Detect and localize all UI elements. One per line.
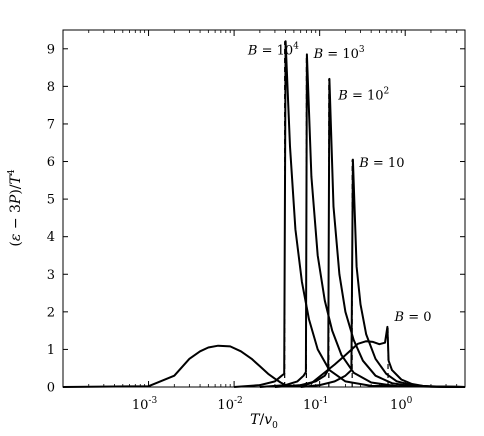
y-tick-label: 6 xyxy=(47,155,55,170)
annotation-b-10-4: B = 104 xyxy=(247,41,299,58)
x-tick-label: 100 xyxy=(390,396,413,413)
y-tick-label: 0 xyxy=(47,381,55,396)
y-tick-label: 5 xyxy=(47,193,55,208)
plot-area xyxy=(62,29,466,388)
series-line-b-10-3 xyxy=(259,53,466,388)
y-tick-label: 4 xyxy=(47,230,55,245)
series-line-b-10 xyxy=(300,158,466,388)
y-tick-label: 3 xyxy=(47,268,55,283)
y-tick-label: 1 xyxy=(47,343,55,358)
annotation-b-10: B = 10 xyxy=(358,156,404,171)
y-tick-label: 2 xyxy=(47,305,55,320)
y-tick-label: 9 xyxy=(47,42,55,57)
annotation-b-0: B = 0 xyxy=(394,310,432,325)
x-tick-label: 10-2 xyxy=(217,396,242,413)
y-tick-label: 8 xyxy=(47,80,55,95)
annotation-b-10-3: B = 103 xyxy=(313,45,365,62)
x-tick-label: 10-1 xyxy=(303,396,328,413)
annotation-b-10-2: B = 102 xyxy=(337,87,389,104)
y-axis-label: (ε − 3P)/T4 xyxy=(7,169,24,246)
x-tick-label: 10-3 xyxy=(132,396,158,413)
series-line-b-10-4 xyxy=(234,40,466,388)
series-line-b-10-2 xyxy=(274,77,466,388)
y-tick-label: 7 xyxy=(47,117,55,132)
x-axis-label: T/v0 xyxy=(250,412,278,431)
